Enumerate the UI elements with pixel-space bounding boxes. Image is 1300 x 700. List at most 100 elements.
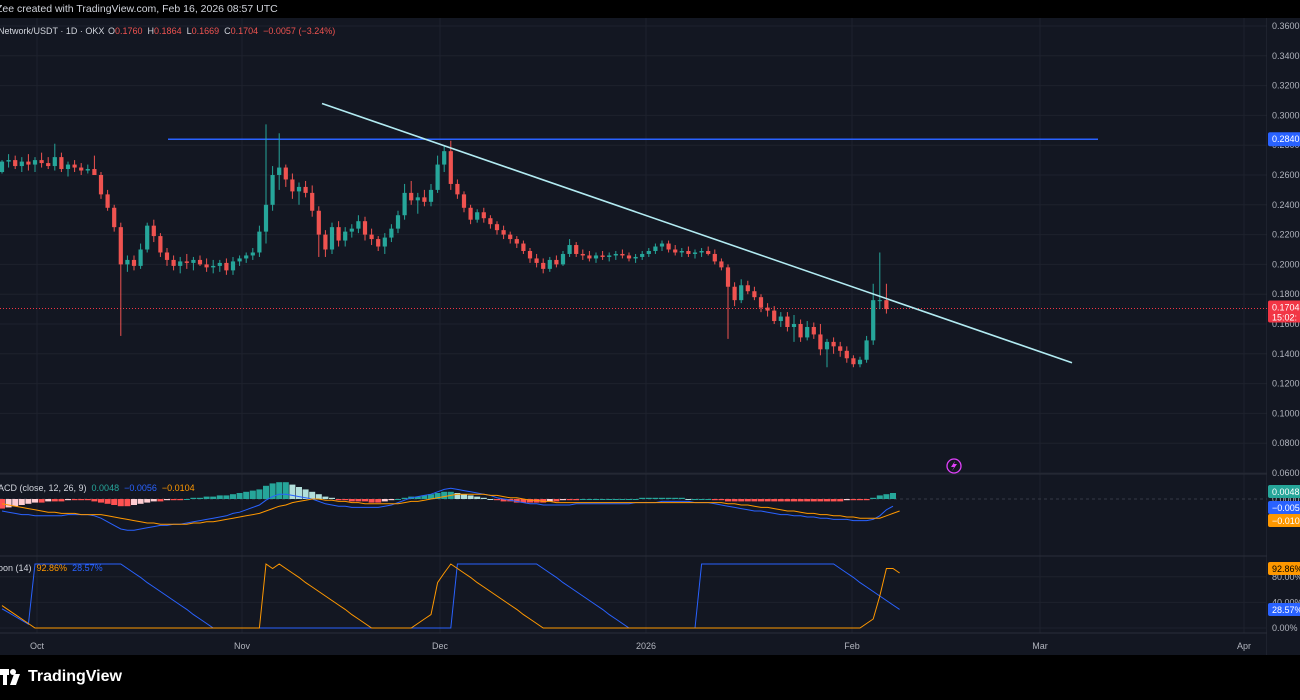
macd-histogram-bar	[282, 482, 289, 499]
candle-body	[475, 212, 480, 220]
candle-body	[547, 259, 552, 269]
macd-histogram-bar	[91, 499, 98, 502]
legend-l-label: L	[187, 26, 192, 36]
candle	[481, 207, 486, 223]
macd-legend-signal: −0.0104	[162, 483, 195, 493]
macd-histogram-bar	[401, 497, 408, 499]
macd-legend-line: ACD (close, 12, 26, 9) 0.0048 −0.0056 −0.01…	[0, 483, 195, 493]
candle	[98, 172, 104, 199]
candle	[39, 152, 44, 168]
candle	[666, 240, 671, 253]
price-tick-label: 0.1800	[1272, 289, 1300, 299]
candle	[732, 282, 737, 307]
candle	[277, 133, 282, 190]
candle-body	[125, 259, 130, 265]
candle-body	[772, 310, 777, 322]
candle	[851, 355, 856, 368]
macd-histogram-bar	[434, 493, 441, 499]
candle	[824, 338, 830, 368]
lightning-icon[interactable]	[946, 458, 962, 474]
tradingview-logo[interactable]: TradingView	[0, 668, 122, 686]
candle	[211, 259, 216, 274]
candle	[593, 252, 599, 263]
macd-histogram-bar	[705, 499, 712, 500]
candle	[316, 206, 321, 257]
aroon-legend-title: oon (14)	[0, 563, 32, 573]
macd-histogram-bar	[520, 499, 527, 503]
legend-h-value: 0.1864	[154, 26, 182, 36]
time-tick-label: 2026	[636, 641, 656, 651]
candle	[626, 252, 632, 262]
aroon-up-line	[1, 563, 900, 629]
candle-body	[864, 340, 869, 360]
candle	[659, 240, 665, 251]
macd-histogram-bar	[428, 494, 434, 499]
candle	[501, 225, 506, 240]
candle	[725, 264, 731, 339]
macd-histogram-bar	[309, 491, 316, 499]
time-axis[interactable]: Oct Nov Dec 2026 Feb Mar Apr	[30, 641, 1251, 651]
candle-body	[455, 183, 460, 195]
countdown-label: 15:02:	[1272, 313, 1297, 323]
candle-body	[257, 231, 262, 253]
macd-histogram-bar	[58, 499, 65, 502]
macd-histogram-bar	[685, 499, 692, 500]
macd-histogram-bar	[791, 499, 797, 502]
candle-body	[574, 245, 579, 254]
candle	[250, 248, 255, 260]
chart-canvas[interactable]: 0.36000.34000.32000.30000.28000.26000.24…	[0, 18, 1300, 655]
macd-histogram-bar	[104, 499, 111, 504]
macd-histogram-bar	[870, 497, 877, 499]
candle-body	[79, 167, 84, 171]
candle	[263, 124, 269, 244]
macd-histogram-bar	[474, 496, 481, 499]
price-tick-label: 0.0800	[1272, 438, 1300, 448]
candle-body	[263, 204, 269, 232]
candle	[653, 243, 658, 254]
macd-histogram-bar	[665, 497, 672, 499]
candle	[785, 312, 790, 332]
macd-histogram-bar	[144, 499, 151, 503]
candle	[158, 233, 163, 257]
candle	[257, 225, 262, 257]
candle	[514, 236, 519, 249]
candle	[679, 248, 684, 257]
macd-histogram-bar	[164, 499, 170, 501]
candle-body	[336, 227, 341, 241]
macd-histogram-bar	[355, 499, 362, 502]
macd-histogram-bar	[480, 497, 487, 499]
macd-histogram-bar	[652, 497, 659, 499]
macd-histogram-bar	[711, 499, 718, 501]
macd-histogram-bar	[698, 499, 705, 500]
candle-body	[587, 255, 592, 259]
candle	[567, 239, 572, 257]
macd-histogram-bar	[342, 499, 349, 501]
candle-body	[138, 249, 143, 266]
credit-bar: Zee created with TradingView.com, Feb 16…	[0, 0, 1300, 18]
candle-body	[356, 221, 361, 229]
price-tick-label: 0.2400	[1272, 200, 1300, 210]
candle	[72, 160, 77, 173]
macd-histogram-bar	[111, 499, 118, 505]
trendline[interactable]	[321, 102, 1073, 364]
candle	[290, 173, 295, 199]
candle-body	[653, 246, 658, 251]
candle	[151, 219, 156, 243]
candle-body	[277, 167, 282, 175]
candle-body	[283, 167, 288, 180]
candle	[461, 191, 467, 213]
candle-body	[46, 163, 51, 167]
candle-body	[857, 359, 863, 365]
candle	[805, 321, 810, 341]
candle	[560, 250, 566, 266]
macd-legend: ACD (close, 12, 26, 9) 0.0048 −0.0056 −0.01…	[0, 483, 195, 493]
horizontal-level[interactable]	[0, 138, 1267, 310]
candle-body	[448, 151, 453, 184]
candle-body	[554, 259, 559, 265]
price-tick-label: 0.2200	[1272, 230, 1300, 240]
candle-body	[131, 259, 137, 266]
grid	[0, 18, 1267, 633]
candle	[164, 248, 170, 266]
candle-body	[481, 212, 486, 219]
price-axis[interactable]: 0.36000.34000.32000.30000.28000.26000.24…	[1267, 18, 1300, 655]
